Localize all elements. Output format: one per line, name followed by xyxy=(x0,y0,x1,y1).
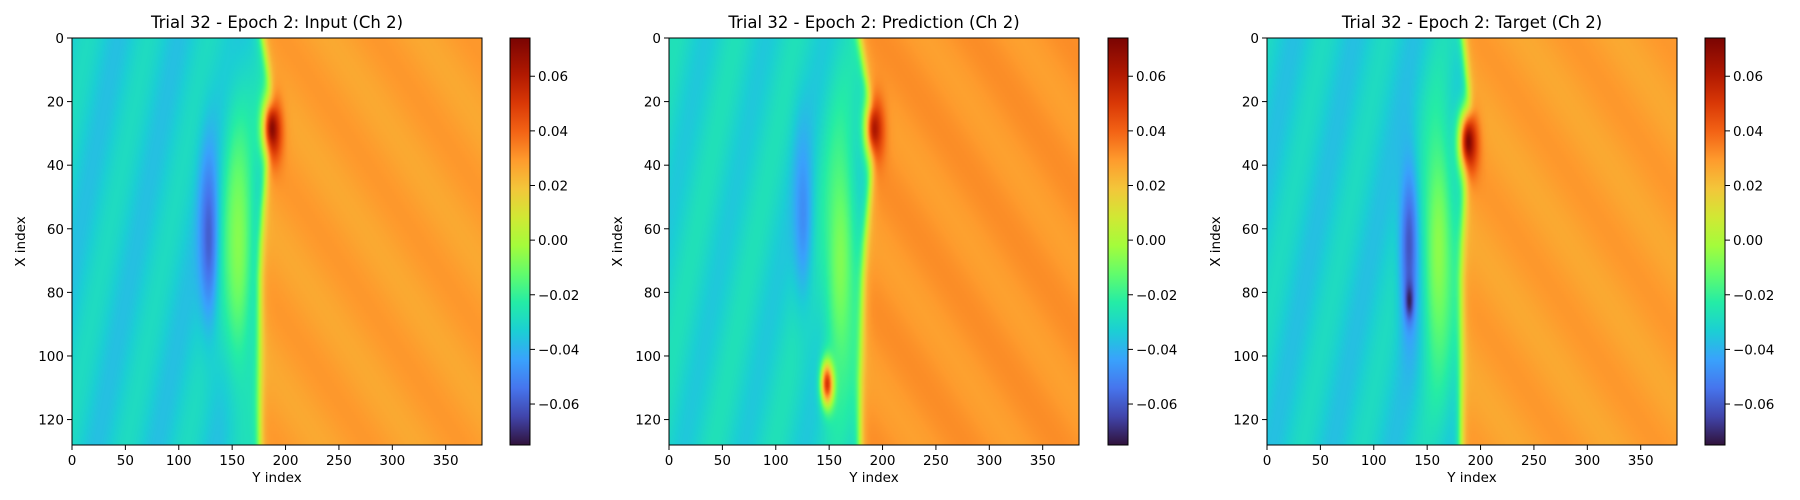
panel-input-x-axis: 0 50 100 150 200 250 300 350 xyxy=(68,445,459,469)
x-tick-label: 100 xyxy=(166,453,192,469)
panel-input-frame xyxy=(71,37,483,446)
panel-prediction-xlabel: Y index xyxy=(848,470,898,486)
x-tick-label: 100 xyxy=(763,453,789,469)
y-tick-label: 80 xyxy=(644,285,661,301)
y-tick-label: 60 xyxy=(644,222,661,238)
colorbar-tick-label: 0.02 xyxy=(1136,179,1166,195)
panel-input-heatmap xyxy=(72,38,482,445)
colorbar-tick-label: −0.04 xyxy=(1733,342,1774,358)
x-tick-label: 150 xyxy=(219,453,245,469)
panel-prediction-colorbar-ticks: 0.06 0.04 0.02 0.00 −0.02 −0.04 −0.06 xyxy=(1128,69,1177,413)
panel-target-frame xyxy=(1266,37,1678,446)
panel-prediction-frame xyxy=(668,37,1080,446)
panel-target-title: Trial 32 - Epoch 2: Target (Ch 2) xyxy=(1341,13,1602,32)
y-tick-label: 0 xyxy=(55,31,64,47)
y-tick-label: 20 xyxy=(47,95,64,111)
panel-input-ylabel: X index xyxy=(13,216,29,266)
x-tick-label: 100 xyxy=(1361,453,1387,469)
panel-input-colorbar xyxy=(509,37,531,446)
x-tick-label: 200 xyxy=(1468,453,1494,469)
x-tick-label: 300 xyxy=(1574,453,1600,469)
panel-target: Trial 32 - Epoch 2: Target (Ch 2) 0 50 100… xyxy=(1208,13,1774,486)
y-tick-label: 40 xyxy=(1242,158,1259,174)
panel-prediction-heatmap xyxy=(669,38,1079,445)
colorbar-tick-label: −0.02 xyxy=(538,288,579,304)
x-tick-label: 350 xyxy=(1030,453,1056,469)
x-tick-label: 50 xyxy=(117,453,134,469)
colorbar-tick-label: 0.04 xyxy=(1136,124,1166,140)
panel-target-ylabel: X index xyxy=(1208,216,1224,266)
x-tick-label: 0 xyxy=(68,453,77,469)
panel-input-colorbar-ticks: 0.06 0.04 0.02 0.00 −0.02 −0.04 −0.06 xyxy=(530,69,579,413)
colorbar-tick-label: 0.06 xyxy=(1733,69,1763,85)
x-tick-label: 250 xyxy=(1521,453,1547,469)
panel-prediction-ylabel: X index xyxy=(610,216,626,266)
x-tick-label: 200 xyxy=(870,453,896,469)
y-tick-label: 80 xyxy=(1242,285,1259,301)
colorbar-tick-label: −0.04 xyxy=(1136,342,1177,358)
x-tick-label: 0 xyxy=(1263,453,1272,469)
colorbar-tick-label: −0.06 xyxy=(1136,397,1177,413)
x-tick-label: 350 xyxy=(1628,453,1654,469)
x-tick-label: 300 xyxy=(976,453,1002,469)
panel-prediction-colorbar xyxy=(1107,37,1129,446)
colorbar-tick-label: 0.00 xyxy=(538,233,568,249)
panel-target-y-axis: 0 20 40 60 80 100 120 xyxy=(1233,31,1267,429)
colorbar-tick-label: 0.04 xyxy=(538,124,568,140)
y-tick-label: 40 xyxy=(644,158,661,174)
y-tick-label: 80 xyxy=(47,285,64,301)
colorbar-tick-label: 0.06 xyxy=(1136,69,1166,85)
colorbar-tick-label: 0.00 xyxy=(1733,233,1763,249)
y-tick-label: 100 xyxy=(635,349,661,365)
panel-target-colorbar xyxy=(1704,37,1726,446)
colorbar-tick-label: 0.00 xyxy=(1136,233,1166,249)
y-tick-label: 0 xyxy=(652,31,661,47)
colorbar-tick-label: 0.06 xyxy=(538,69,568,85)
y-tick-label: 100 xyxy=(38,349,64,365)
y-tick-label: 0 xyxy=(1250,31,1259,47)
panel-input-title: Trial 32 - Epoch 2: Input (Ch 2) xyxy=(150,13,403,32)
colorbar-tick-label: 0.02 xyxy=(538,179,568,195)
y-tick-label: 20 xyxy=(1242,95,1259,111)
colorbar-tick-label: −0.02 xyxy=(1136,288,1177,304)
y-tick-label: 40 xyxy=(47,158,64,174)
x-tick-label: 50 xyxy=(1312,453,1329,469)
panel-target-x-axis: 0 50 100 150 200 250 300 350 xyxy=(1263,445,1654,469)
panel-prediction: Trial 32 - Epoch 2: Prediction (Ch 2) 0 5… xyxy=(610,13,1177,486)
x-tick-label: 250 xyxy=(326,453,352,469)
panel-target-heatmap xyxy=(1267,38,1677,445)
panel-input-y-axis: 0 20 40 60 80 100 120 xyxy=(38,31,72,429)
panel-target-xlabel: Y index xyxy=(1446,470,1496,486)
x-tick-label: 50 xyxy=(714,453,731,469)
x-tick-label: 350 xyxy=(433,453,459,469)
x-tick-label: 250 xyxy=(923,453,949,469)
colorbar-tick-label: −0.06 xyxy=(538,397,579,413)
panel-prediction-x-axis: 0 50 100 150 200 250 300 350 xyxy=(665,445,1056,469)
panel-input: Trial 32 - Epoch 2: Input (Ch 2) 0 50 100 1… xyxy=(13,13,579,486)
x-tick-label: 150 xyxy=(816,453,842,469)
x-tick-label: 300 xyxy=(379,453,405,469)
y-tick-label: 120 xyxy=(635,413,661,429)
y-tick-label: 60 xyxy=(47,222,64,238)
colorbar-tick-label: 0.04 xyxy=(1733,124,1763,140)
colorbar-tick-label: −0.02 xyxy=(1733,288,1774,304)
colorbar-tick-label: −0.04 xyxy=(538,342,579,358)
panel-target-colorbar-ticks: 0.06 0.04 0.02 0.00 −0.02 −0.04 −0.06 xyxy=(1725,69,1774,413)
panel-prediction-title: Trial 32 - Epoch 2: Prediction (Ch 2) xyxy=(727,13,1019,32)
colorbar-tick-label: −0.06 xyxy=(1733,397,1774,413)
colorbar-tick-label: 0.02 xyxy=(1733,179,1763,195)
panel-input-xlabel: Y index xyxy=(251,470,301,486)
panel-prediction-y-axis: 0 20 40 60 80 100 120 xyxy=(635,31,669,429)
y-tick-label: 100 xyxy=(1233,349,1259,365)
x-tick-label: 200 xyxy=(273,453,299,469)
y-tick-label: 20 xyxy=(644,95,661,111)
y-tick-label: 60 xyxy=(1242,222,1259,238)
y-tick-label: 120 xyxy=(1233,413,1259,429)
x-tick-label: 0 xyxy=(665,453,674,469)
y-tick-label: 120 xyxy=(38,413,64,429)
x-tick-label: 150 xyxy=(1414,453,1440,469)
